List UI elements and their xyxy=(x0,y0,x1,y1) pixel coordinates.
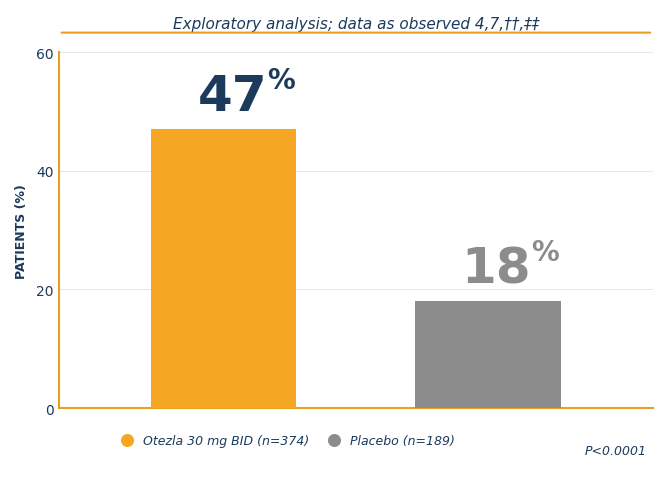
Legend: Otezla 30 mg BID (n=374), Placebo (n=189): Otezla 30 mg BID (n=374), Placebo (n=189… xyxy=(109,429,460,452)
Text: P<0.0001: P<0.0001 xyxy=(585,444,647,457)
Bar xyxy=(151,130,297,408)
Text: Exploratory analysis; data as observed 4,7,††,‡‡: Exploratory analysis; data as observed 4… xyxy=(172,17,539,32)
Text: 47: 47 xyxy=(198,73,267,121)
Bar xyxy=(415,302,560,408)
Y-axis label: PATIENTS (%): PATIENTS (%) xyxy=(15,183,28,278)
Text: %: % xyxy=(267,67,295,95)
Text: %: % xyxy=(531,238,558,266)
Text: 18: 18 xyxy=(462,245,531,293)
